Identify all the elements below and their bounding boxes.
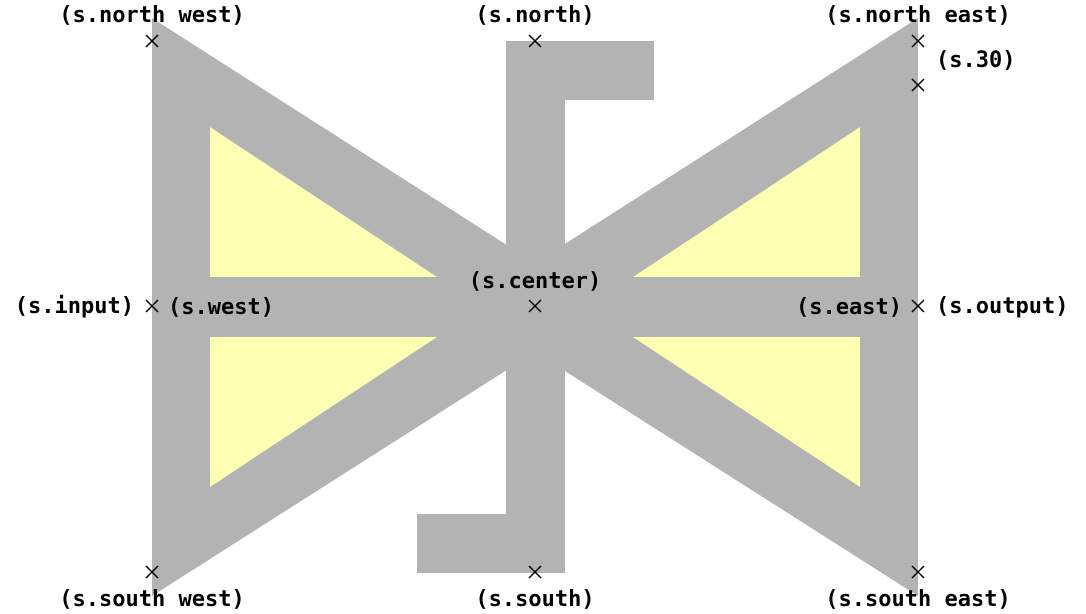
inner-top-left — [210, 127, 437, 277]
marker-30 — [911, 78, 925, 92]
inner-bottom-right — [633, 337, 860, 487]
label-east: (s.east) — [796, 295, 902, 320]
inner-top-right — [633, 127, 860, 277]
label-input: (s.input) — [15, 294, 134, 319]
label-north-east: (s.north east) — [825, 3, 1010, 28]
label-output: (s.output) — [936, 294, 1068, 319]
marker-north-east — [911, 34, 925, 48]
label-30: (s.30) — [936, 48, 1015, 73]
marker-south-east — [911, 565, 925, 579]
label-north-west: (s.north west) — [59, 3, 244, 28]
anchor-labels: (s.north west) (s.north) (s.north east) … — [15, 3, 1069, 612]
marker-north-west — [145, 34, 159, 48]
marker-center — [528, 299, 542, 313]
marker-south — [528, 565, 542, 579]
label-south-west: (s.south west) — [59, 587, 244, 612]
marker-east — [911, 299, 925, 313]
label-south-east: (s.south east) — [825, 587, 1010, 612]
anchor-markers — [145, 34, 925, 579]
label-south: (s.south) — [475, 587, 594, 612]
top-arm — [506, 41, 654, 100]
marker-south-west — [145, 565, 159, 579]
label-north: (s.north) — [475, 3, 594, 28]
bottom-arm — [417, 514, 565, 573]
marker-west — [145, 299, 159, 313]
label-center: (s.center) — [469, 269, 601, 294]
label-west: (s.west) — [168, 295, 274, 320]
inner-fills — [210, 127, 860, 487]
inner-bottom-left — [210, 337, 437, 487]
marker-north — [528, 34, 542, 48]
